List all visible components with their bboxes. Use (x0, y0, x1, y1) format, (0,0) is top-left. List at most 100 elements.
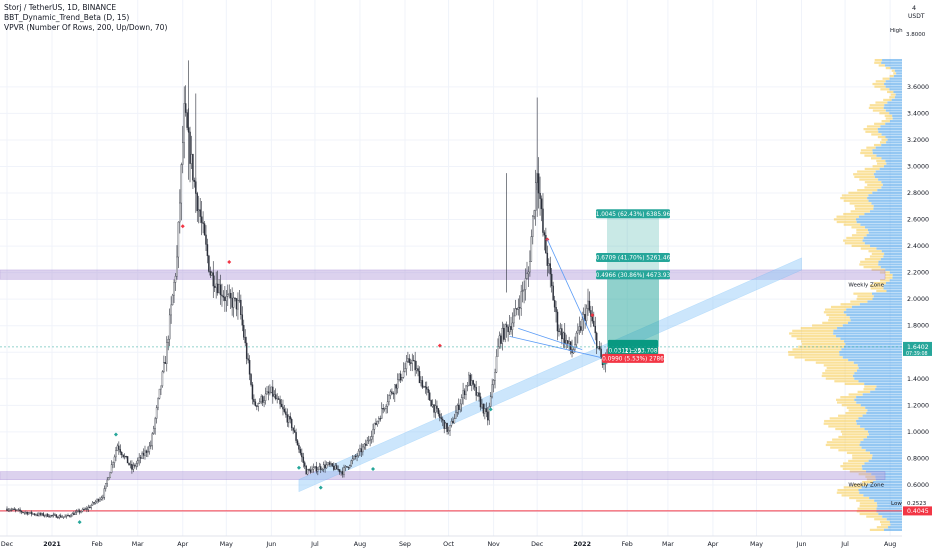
vp-bar-down (868, 194, 902, 197)
candle-body (590, 310, 592, 317)
candle-body (285, 411, 287, 415)
vp-bar-up (857, 507, 877, 510)
vp-bar-up (880, 523, 891, 526)
candle-body (320, 466, 322, 470)
vp-bar-up (856, 297, 873, 301)
vp-bar-down (867, 300, 902, 303)
candle-body (235, 298, 238, 310)
vp-bar-down (881, 143, 902, 147)
vp-bar-down (854, 377, 902, 380)
vp-bar-up (801, 340, 845, 343)
candle-body (447, 430, 450, 432)
vp-bar-down (863, 438, 902, 441)
vp-bar-up (873, 143, 882, 147)
vp-bar-down (864, 382, 902, 386)
low-label: Low (891, 501, 902, 507)
vp-bar-up (849, 496, 870, 500)
candle-body (190, 154, 193, 164)
candle-body (99, 499, 101, 502)
vp-bar-down (894, 69, 902, 72)
vp-bar-down (866, 234, 902, 237)
vp-bar-down (864, 226, 902, 229)
candle-body (423, 386, 425, 388)
red-level-tag (903, 506, 932, 516)
vp-bar-up (826, 366, 859, 370)
candle-body (600, 348, 602, 359)
candle-body (298, 444, 300, 450)
price-tick-label: 1.8000 (907, 323, 929, 330)
candle-body (453, 418, 456, 424)
candle-body (160, 385, 162, 390)
candle-body (349, 465, 351, 468)
candle-body (340, 471, 342, 473)
candle-body (334, 465, 336, 470)
vp-bar-up (845, 411, 867, 415)
vp-bar-down (864, 427, 902, 431)
vp-bar-up (871, 157, 882, 160)
candle-body (161, 371, 164, 387)
candle-body (147, 451, 149, 453)
vp-bar-up (881, 138, 888, 141)
candle-body (533, 210, 535, 217)
candle-body (558, 330, 560, 333)
candle-body (308, 469, 310, 471)
candle-body (437, 408, 440, 415)
stop-label-bg (602, 353, 664, 363)
candle-body (296, 440, 299, 446)
candle-body (561, 328, 563, 340)
vp-bar-down (876, 507, 902, 510)
vp-bar-down (856, 419, 902, 423)
candles (6, 85, 611, 520)
candle-body (492, 380, 495, 385)
time-tick-label: 2022 (573, 541, 591, 548)
vp-bar-down (886, 518, 902, 521)
candle-body (562, 332, 565, 340)
vp-bar-down (872, 297, 902, 301)
candle-body (513, 315, 515, 324)
candle-body (351, 458, 354, 461)
candle-body (170, 304, 172, 316)
vp-bar-down (865, 406, 902, 409)
candle-body (495, 356, 498, 373)
candle-body (49, 514, 52, 517)
vp-bar-down (844, 340, 902, 343)
price-tick-label: 3.6000 (907, 84, 929, 91)
vp-bar-down (889, 271, 902, 274)
candle-body (94, 501, 97, 504)
candle-body (54, 514, 56, 516)
weekly-zone-label: Weekly Zone (848, 282, 884, 288)
candle-body (385, 406, 387, 409)
vp-bar-down (860, 404, 902, 407)
vp-bar-down (878, 260, 902, 263)
current-price-value: 1.6402 (907, 344, 929, 351)
vp-bar-down (889, 77, 902, 80)
price-tick-label: 0.6000 (907, 482, 929, 489)
vp-bar-down (843, 311, 902, 314)
candle-body (119, 449, 122, 453)
candle-body (321, 469, 323, 471)
vp-bar-up (794, 356, 843, 359)
candle-body (81, 509, 84, 512)
vp-bar-down (866, 470, 902, 473)
candle-body (479, 396, 482, 408)
candle-body (251, 384, 254, 400)
vp-bar-up (801, 342, 846, 346)
candle-body (270, 386, 273, 393)
vp-bar-down (856, 401, 902, 404)
candle-body (20, 510, 23, 513)
candle-body (398, 373, 400, 380)
signal-marker (488, 407, 493, 412)
vp-bar-down (848, 321, 902, 324)
vp-bar-up (832, 438, 864, 441)
candle-body (9, 509, 11, 511)
vp-bar-down (884, 64, 902, 67)
candle-body (200, 216, 203, 223)
candle-body (28, 512, 30, 515)
candle-body (392, 393, 395, 395)
candle-body (109, 472, 111, 479)
candle-body (434, 405, 437, 413)
candle-body (250, 374, 252, 385)
vp-bar-down (858, 366, 902, 370)
